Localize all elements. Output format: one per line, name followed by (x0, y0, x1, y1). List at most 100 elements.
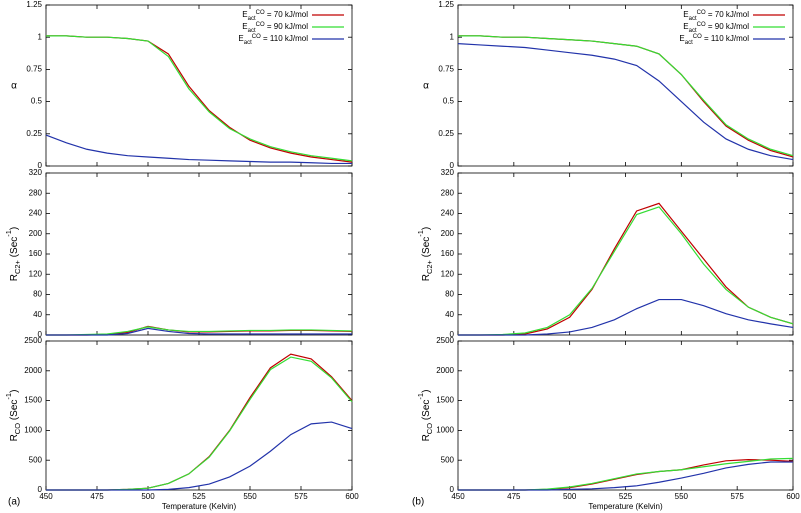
y-tick-label: 500 (441, 455, 455, 464)
x-tick-label: 525 (192, 492, 206, 501)
series-line (458, 206, 794, 336)
series-line (46, 35, 353, 163)
label-part: (Sec (9, 400, 20, 423)
label-part: CO (256, 10, 265, 16)
label-part: CO (252, 34, 261, 40)
label-part: E (683, 22, 688, 31)
label-part: E (683, 10, 688, 19)
y-tick-label: 2000 (24, 366, 42, 375)
x-axis-title: Temperature (Kelvin) (162, 502, 237, 511)
y-tick-label: 2500 (24, 336, 42, 345)
label-part: ) (9, 390, 20, 393)
y-tick-label: 1 (38, 32, 43, 41)
y-tick-label: 1000 (436, 426, 454, 435)
panel-label: (b) (412, 497, 424, 508)
y-tick-label: 0.5 (31, 97, 43, 106)
label-part: -1 (4, 230, 13, 237)
x-tick-label: 575 (730, 492, 744, 501)
y-tick-label: 0 (38, 330, 43, 339)
y-tick-label: 0.75 (26, 65, 42, 74)
y-tick-label: 0.5 (443, 97, 455, 106)
y-axis-title: α (423, 80, 429, 91)
legend-label: EactCO = 70 kJ/mol (242, 10, 308, 22)
label-part: R (421, 434, 432, 441)
label-part: E (238, 34, 243, 43)
y-tick-label: 40 (33, 310, 42, 319)
label-part: C2+ (425, 259, 434, 274)
plot-frame (45, 172, 353, 336)
legend-label: EactCO = 90 kJ/mol (242, 22, 308, 34)
label-part: act (685, 40, 693, 46)
y-tick-label: 0.25 (438, 129, 454, 138)
legend-label: EactCO = 110 kJ/mol (238, 34, 308, 46)
y-tick-label: 1000 (24, 426, 42, 435)
y-tick-label: 0 (450, 485, 455, 494)
label-part: -1 (4, 393, 13, 400)
x-tick-label: 550 (243, 492, 257, 501)
series-line (458, 298, 794, 336)
label-part: act (689, 16, 697, 22)
plot-frame (45, 340, 353, 491)
label-part: C2+ (13, 259, 22, 274)
series-line (458, 202, 794, 336)
label-part: E (242, 22, 247, 31)
label-part: E (679, 34, 684, 43)
y-tick-label: 500 (29, 455, 43, 464)
x-tick-label: 600 (345, 492, 359, 501)
series-line (45, 134, 352, 165)
label-part: act (248, 28, 256, 34)
series-line (458, 35, 794, 157)
label-part: CO (425, 423, 434, 434)
label-part: = 110 kJ/mol (702, 34, 749, 43)
y-tick-label: 240 (441, 209, 455, 218)
series-line (46, 421, 353, 491)
label-part: ) (421, 390, 432, 393)
y-tick-label: 1500 (436, 396, 454, 405)
x-tick-label: 475 (90, 492, 104, 501)
label-part: CO (693, 34, 702, 40)
y-tick-label: 0.25 (26, 129, 42, 138)
x-axis-title: Temperature (Kelvin) (588, 502, 663, 511)
y-tick-label: 1500 (24, 396, 42, 405)
label-part: α (423, 80, 429, 91)
y-axis-title: RC2+ (Sec-1) (416, 227, 434, 282)
label-part: E (242, 10, 247, 19)
y-axis-title: RCO (Sec-1) (416, 390, 434, 442)
y-tick-label: 200 (441, 229, 455, 238)
legend-label: EactCO = 90 kJ/mol (683, 22, 749, 34)
label-part: = 110 kJ/mol (261, 34, 308, 43)
y-tick-label: 0 (38, 485, 43, 494)
label-part: ) (9, 227, 20, 230)
series-line (46, 326, 353, 336)
label-part: R (421, 274, 432, 281)
x-tick-label: 500 (141, 492, 155, 501)
y-tick-label: 200 (29, 229, 43, 238)
label-part: (Sec (421, 400, 432, 423)
series-line (458, 457, 794, 491)
legend-label: EactCO = 110 kJ/mol (679, 34, 749, 46)
label-part: R (9, 274, 20, 281)
y-tick-label: 0 (450, 330, 455, 339)
series-line (458, 458, 794, 491)
label-part: (Sec (421, 237, 432, 260)
x-tick-label: 475 (507, 492, 521, 501)
label-part: = 90 kJ/mol (265, 22, 309, 31)
label-part: act (248, 16, 256, 22)
y-tick-label: 1 (450, 32, 455, 41)
series-line (46, 35, 353, 162)
x-tick-label: 525 (619, 492, 633, 501)
label-part: ) (421, 227, 432, 230)
label-part: -1 (416, 230, 425, 237)
label-part: act (689, 28, 697, 34)
y-tick-label: 1.25 (438, 0, 454, 9)
x-tick-label: 450 (451, 492, 465, 501)
y-tick-label: 240 (29, 209, 43, 218)
y-axis-title: α (11, 80, 17, 91)
y-tick-label: 0 (450, 161, 455, 170)
label-part: = 70 kJ/mol (706, 10, 750, 19)
y-tick-label: 160 (441, 249, 455, 258)
label-part: CO (256, 22, 265, 28)
label-part: CO (697, 22, 706, 28)
label-part: -1 (416, 393, 425, 400)
